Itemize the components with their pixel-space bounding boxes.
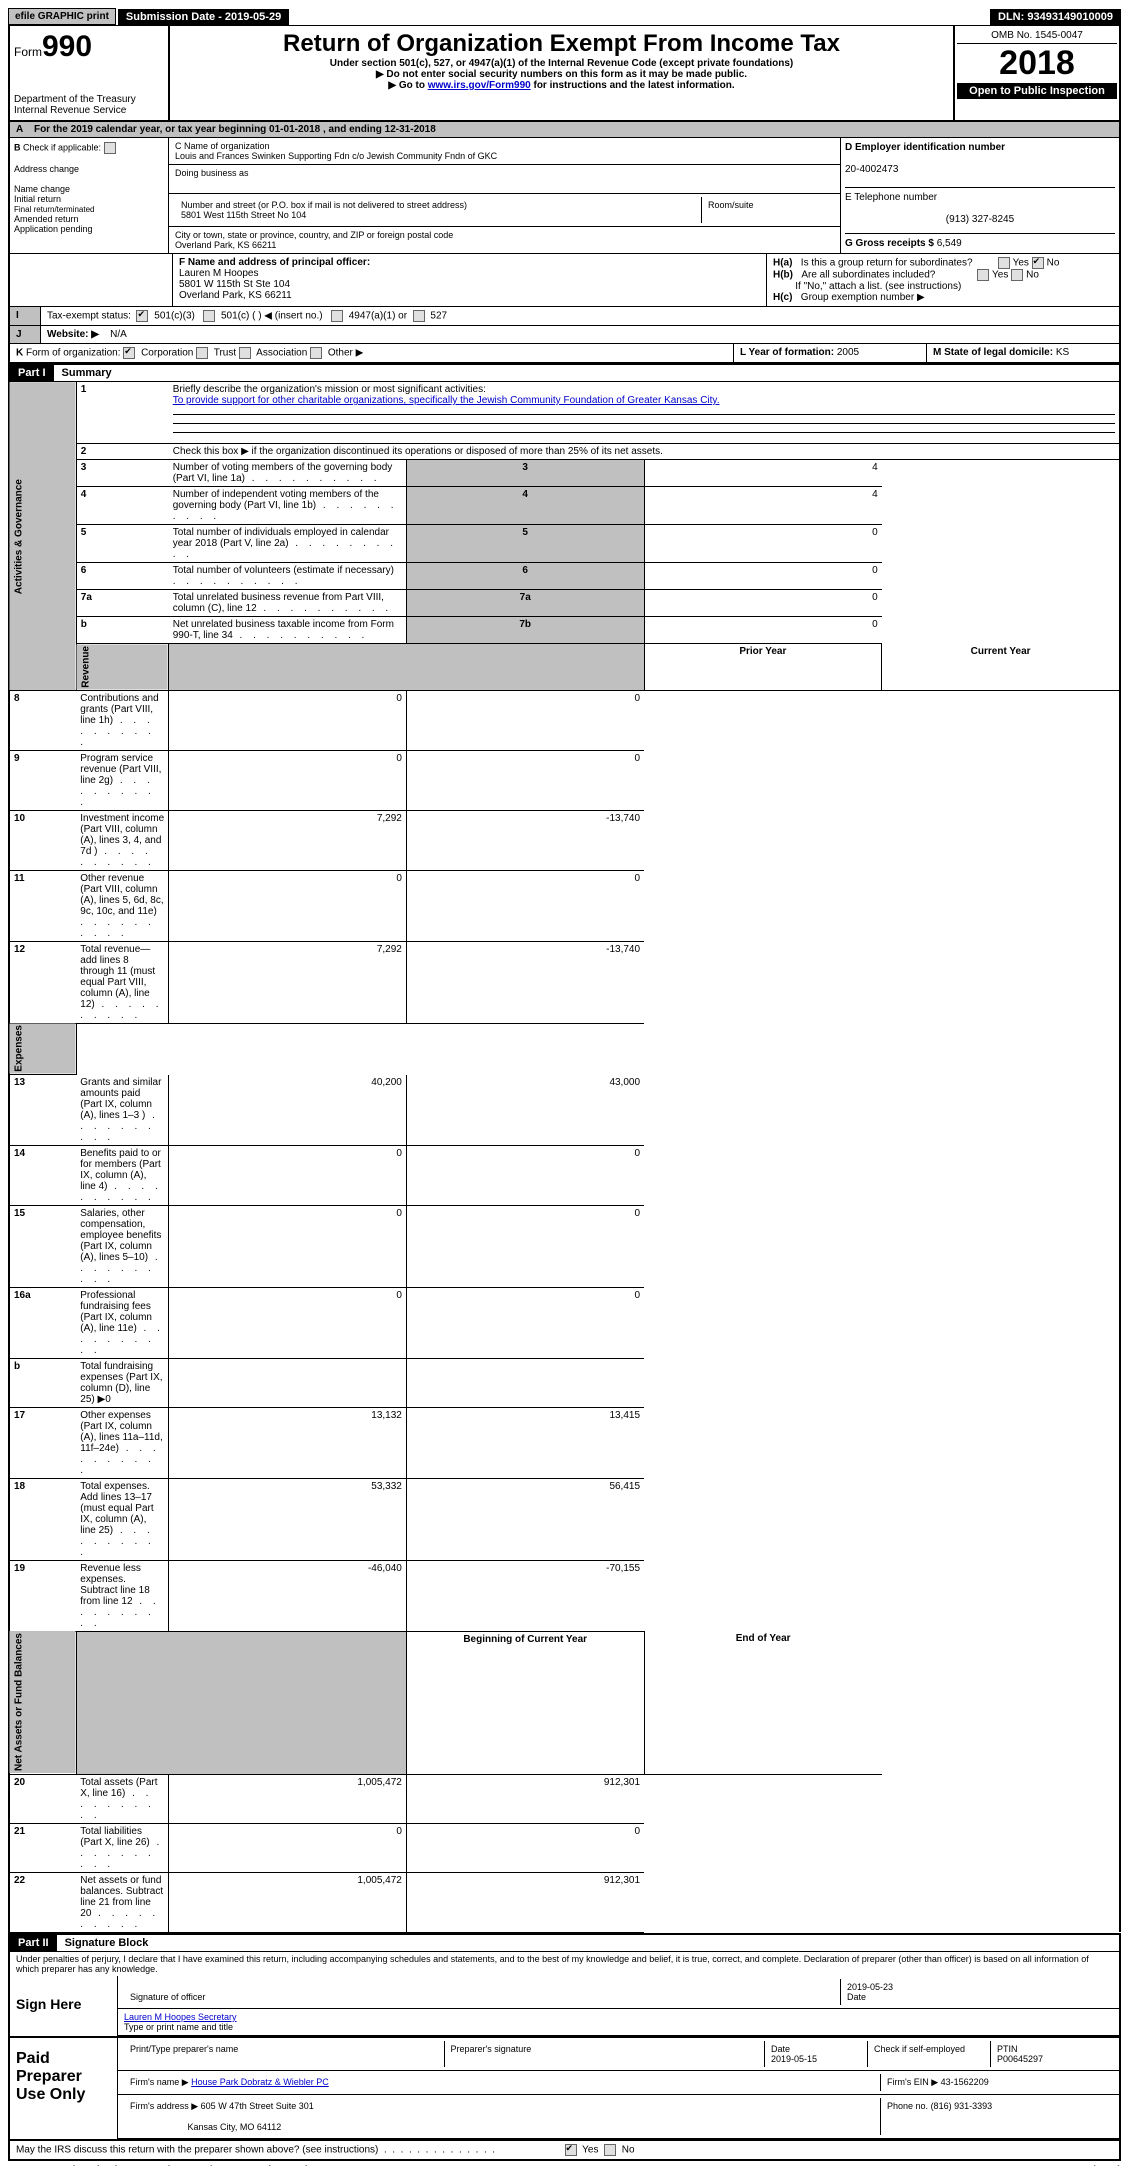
501c-checkbox[interactable] bbox=[203, 310, 215, 322]
org-city: Overland Park, KS 66211 bbox=[175, 240, 276, 250]
mission-text[interactable]: To provide support for other charitable … bbox=[173, 395, 720, 406]
website-row: J Website: ▶ N/A bbox=[8, 326, 1121, 344]
page-footer: For Paperwork Reduction Act Notice, see … bbox=[8, 2161, 1121, 2166]
firm-name[interactable]: House Park Dobratz & Wiebler PC bbox=[191, 2077, 329, 2087]
org-name: Louis and Frances Swinken Supporting Fdn… bbox=[175, 151, 497, 161]
trust-checkbox[interactable] bbox=[196, 347, 208, 359]
irs-link[interactable]: www.irs.gov/Form990 bbox=[428, 80, 531, 91]
sidelabel-na: Net Assets or Fund Balances bbox=[9, 1631, 76, 1774]
officer-sig-name[interactable]: Lauren M Hoopes Secretary bbox=[124, 2012, 237, 2022]
submission-date: Submission Date - 2019-05-29 bbox=[118, 9, 289, 25]
sidelabel-rev: Revenue bbox=[76, 644, 168, 691]
tax-exempt-row: I Tax-exempt status: 501(c)(3) 501(c) ( … bbox=[8, 307, 1121, 326]
ein: 20-4002473 bbox=[845, 164, 898, 175]
form-number: 990 bbox=[42, 30, 92, 63]
form-header: Form990 Department of the Treasury Inter… bbox=[8, 25, 1121, 122]
box-c: C Name of organization Louis and Frances… bbox=[169, 138, 841, 253]
phone: (913) 327-8245 bbox=[845, 214, 1115, 225]
row-klm: K Form of organization: Corporation Trus… bbox=[8, 344, 1121, 363]
501c3-checkbox[interactable] bbox=[136, 310, 148, 322]
box-f-h: F Name and address of principal officer:… bbox=[8, 254, 1121, 307]
part2-header: Part IISignature Block bbox=[8, 1933, 1121, 1952]
assoc-checkbox[interactable] bbox=[239, 347, 251, 359]
gross-receipts: 6,549 bbox=[937, 238, 962, 249]
4947-checkbox[interactable] bbox=[331, 310, 343, 322]
irs-label: Internal Revenue Service bbox=[14, 105, 164, 116]
officer-name: Lauren M Hoopes bbox=[179, 268, 259, 279]
section-a-dates: A For the 2019 calendar year, or tax yea… bbox=[8, 122, 1121, 138]
form-prefix: Form bbox=[14, 45, 42, 59]
part1-table: Activities & Governance 1 Briefly descri… bbox=[8, 382, 1121, 1933]
box-d: D Employer identification number 20-4002… bbox=[841, 138, 1119, 253]
omb-number: OMB No. 1545-0047 bbox=[957, 28, 1117, 44]
subtitle-2: ▶ Do not enter social security numbers o… bbox=[174, 69, 949, 80]
other-checkbox[interactable] bbox=[310, 347, 322, 359]
corp-checkbox[interactable] bbox=[123, 347, 135, 359]
sidelabel-exp: Expenses bbox=[9, 1023, 76, 1075]
topbar: efile GRAPHIC print Submission Date - 20… bbox=[8, 8, 1121, 25]
tax-year: 2018 bbox=[957, 44, 1117, 83]
perjury-text: Under penalties of perjury, I declare th… bbox=[8, 1952, 1121, 1976]
sidelabel-ag: Activities & Governance bbox=[9, 382, 76, 690]
subtitle-3: ▶ Go to www.irs.gov/Form990 for instruct… bbox=[174, 80, 949, 91]
527-checkbox[interactable] bbox=[413, 310, 425, 322]
info-block: B Check if applicable: Address change Na… bbox=[8, 138, 1121, 254]
discuss-no[interactable] bbox=[604, 2144, 616, 2156]
part1-header: Part ISummary bbox=[8, 363, 1121, 382]
dept-label: Department of the Treasury bbox=[14, 94, 164, 105]
form-title: Return of Organization Exempt From Incom… bbox=[174, 30, 949, 58]
efile-button[interactable]: efile GRAPHIC print bbox=[8, 8, 116, 25]
discuss-yes[interactable] bbox=[565, 2144, 577, 2156]
sign-here-block: Sign Here Signature of officer 2019-05-2… bbox=[8, 1976, 1121, 2038]
org-address: 5801 West 115th Street No 104 bbox=[181, 210, 306, 220]
open-public: Open to Public Inspection bbox=[957, 83, 1117, 99]
discuss-row: May the IRS discuss this return with the… bbox=[8, 2141, 1121, 2161]
box-b: B Check if applicable: Address change Na… bbox=[10, 138, 169, 253]
paid-preparer-block: Paid Preparer Use Only Print/Type prepar… bbox=[8, 2038, 1121, 2141]
dln: DLN: 93493149010009 bbox=[990, 9, 1121, 25]
subtitle-1: Under section 501(c), 527, or 4947(a)(1)… bbox=[174, 58, 949, 69]
